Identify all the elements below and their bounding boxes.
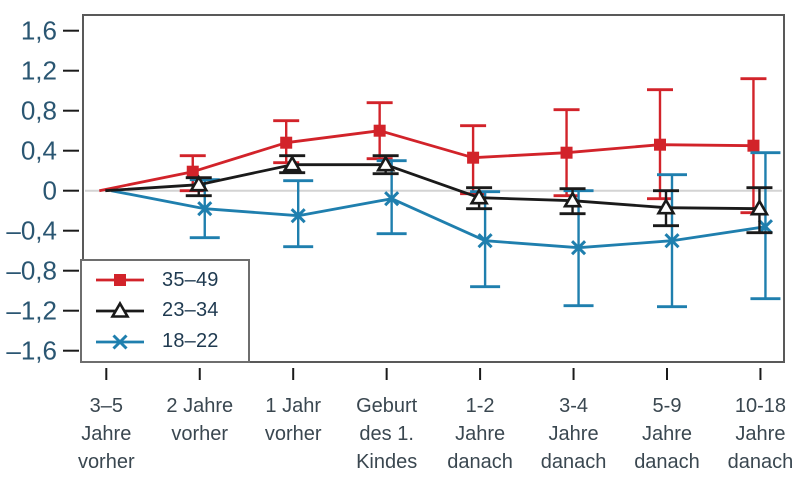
y-tick-label: 0,4 [21, 136, 57, 166]
x-tick-label: danach [541, 451, 607, 473]
square-marker [560, 146, 573, 159]
triangle-marker [562, 190, 583, 208]
series-line [99, 129, 754, 193]
triangle-marker [188, 174, 209, 192]
x-tick-label: Jahre [735, 423, 785, 445]
x-tick-label: Kindes [356, 451, 417, 473]
x-marker [197, 201, 213, 217]
legend-item-18-22: 18–22 [94, 330, 248, 353]
x-tick-label: danach [634, 451, 700, 473]
x-tick-label: des 1. [359, 423, 413, 445]
square-marker [373, 124, 386, 137]
square-marker [747, 139, 760, 152]
triangle-marker [375, 154, 396, 172]
y-tick-label: –0,8 [6, 256, 57, 286]
x-marker [664, 233, 680, 249]
y-tick-label: 1,2 [21, 56, 57, 86]
triangle-marker [656, 197, 676, 215]
x-marker [112, 334, 128, 350]
x-marker [290, 208, 306, 224]
series-line [105, 163, 760, 211]
legend-marker-18-22-icon [96, 334, 144, 350]
legend-label-23-34: 23–34 [162, 299, 219, 322]
series-18–22 [111, 151, 781, 309]
x-tick-label: 3-4 [559, 395, 588, 417]
legend-label-35-49: 35–49 [162, 268, 219, 291]
y-axis: 1,6 1,2 0,8 0,4 0 –0,4 –0,8 –1,2 –1,6 [6, 16, 79, 366]
triangle-marker [282, 154, 302, 172]
x-tick-label: danach [728, 451, 794, 473]
x-tick-label: 1 Jahr [265, 395, 321, 417]
legend-marker-23-34-icon [96, 300, 144, 318]
square-marker [186, 165, 199, 178]
x-tick-label: 3–5 [90, 395, 123, 417]
x-tick-label: Jahre [642, 423, 692, 445]
triangle-marker [110, 300, 130, 318]
x-tick-label: vorher [78, 451, 135, 473]
x-tick-label: Jahre [455, 423, 505, 445]
x-tick-label: 1-2 [466, 395, 495, 417]
y-tick-label: 1,6 [21, 16, 57, 46]
legend-marker-35-49-icon [96, 274, 144, 287]
square-marker [654, 138, 666, 151]
x-tick-label: vorher [265, 423, 322, 445]
y-tick-label: 0,8 [21, 96, 57, 126]
x-tick-label: vorher [171, 423, 228, 445]
triangle-marker [749, 198, 770, 216]
square-marker [467, 151, 480, 164]
square-marker [114, 274, 126, 287]
legend-label-18-22: 18–22 [162, 330, 219, 353]
x-tick-label: Jahre [81, 423, 131, 445]
square-marker [280, 136, 293, 149]
x-tick-label: 5-9 [653, 395, 682, 417]
y-tick-label: –0,4 [6, 216, 57, 246]
series-23–34 [105, 154, 773, 235]
y-tick-label: –1,6 [6, 336, 57, 366]
x-tick-label: Geburt [356, 395, 418, 417]
x-tick-label: Jahre [549, 423, 599, 445]
legend-item-23-34: 23–34 [94, 299, 248, 322]
x-marker [384, 191, 400, 207]
x-marker [757, 219, 774, 235]
series-line [111, 189, 766, 250]
y-tick-label: 0 [43, 176, 57, 206]
triangle-marker [469, 187, 489, 205]
x-tick-label: 10-18 [735, 395, 786, 417]
legend-item-35-49: 35–49 [94, 269, 248, 292]
y-tick-label: –1,2 [6, 296, 57, 326]
x-marker [477, 233, 493, 249]
x-marker [570, 240, 587, 256]
x-tick-label: 2 Jahre [166, 395, 233, 417]
x-axis: 3–5 Jahre vorher 2 Jahre vorher 1 Jahr vorher G… [78, 368, 793, 473]
x-tick-label: danach [447, 451, 513, 473]
series-35–49 [99, 77, 767, 215]
chart-legend: 35–49 23–34 18–22 [80, 259, 250, 363]
